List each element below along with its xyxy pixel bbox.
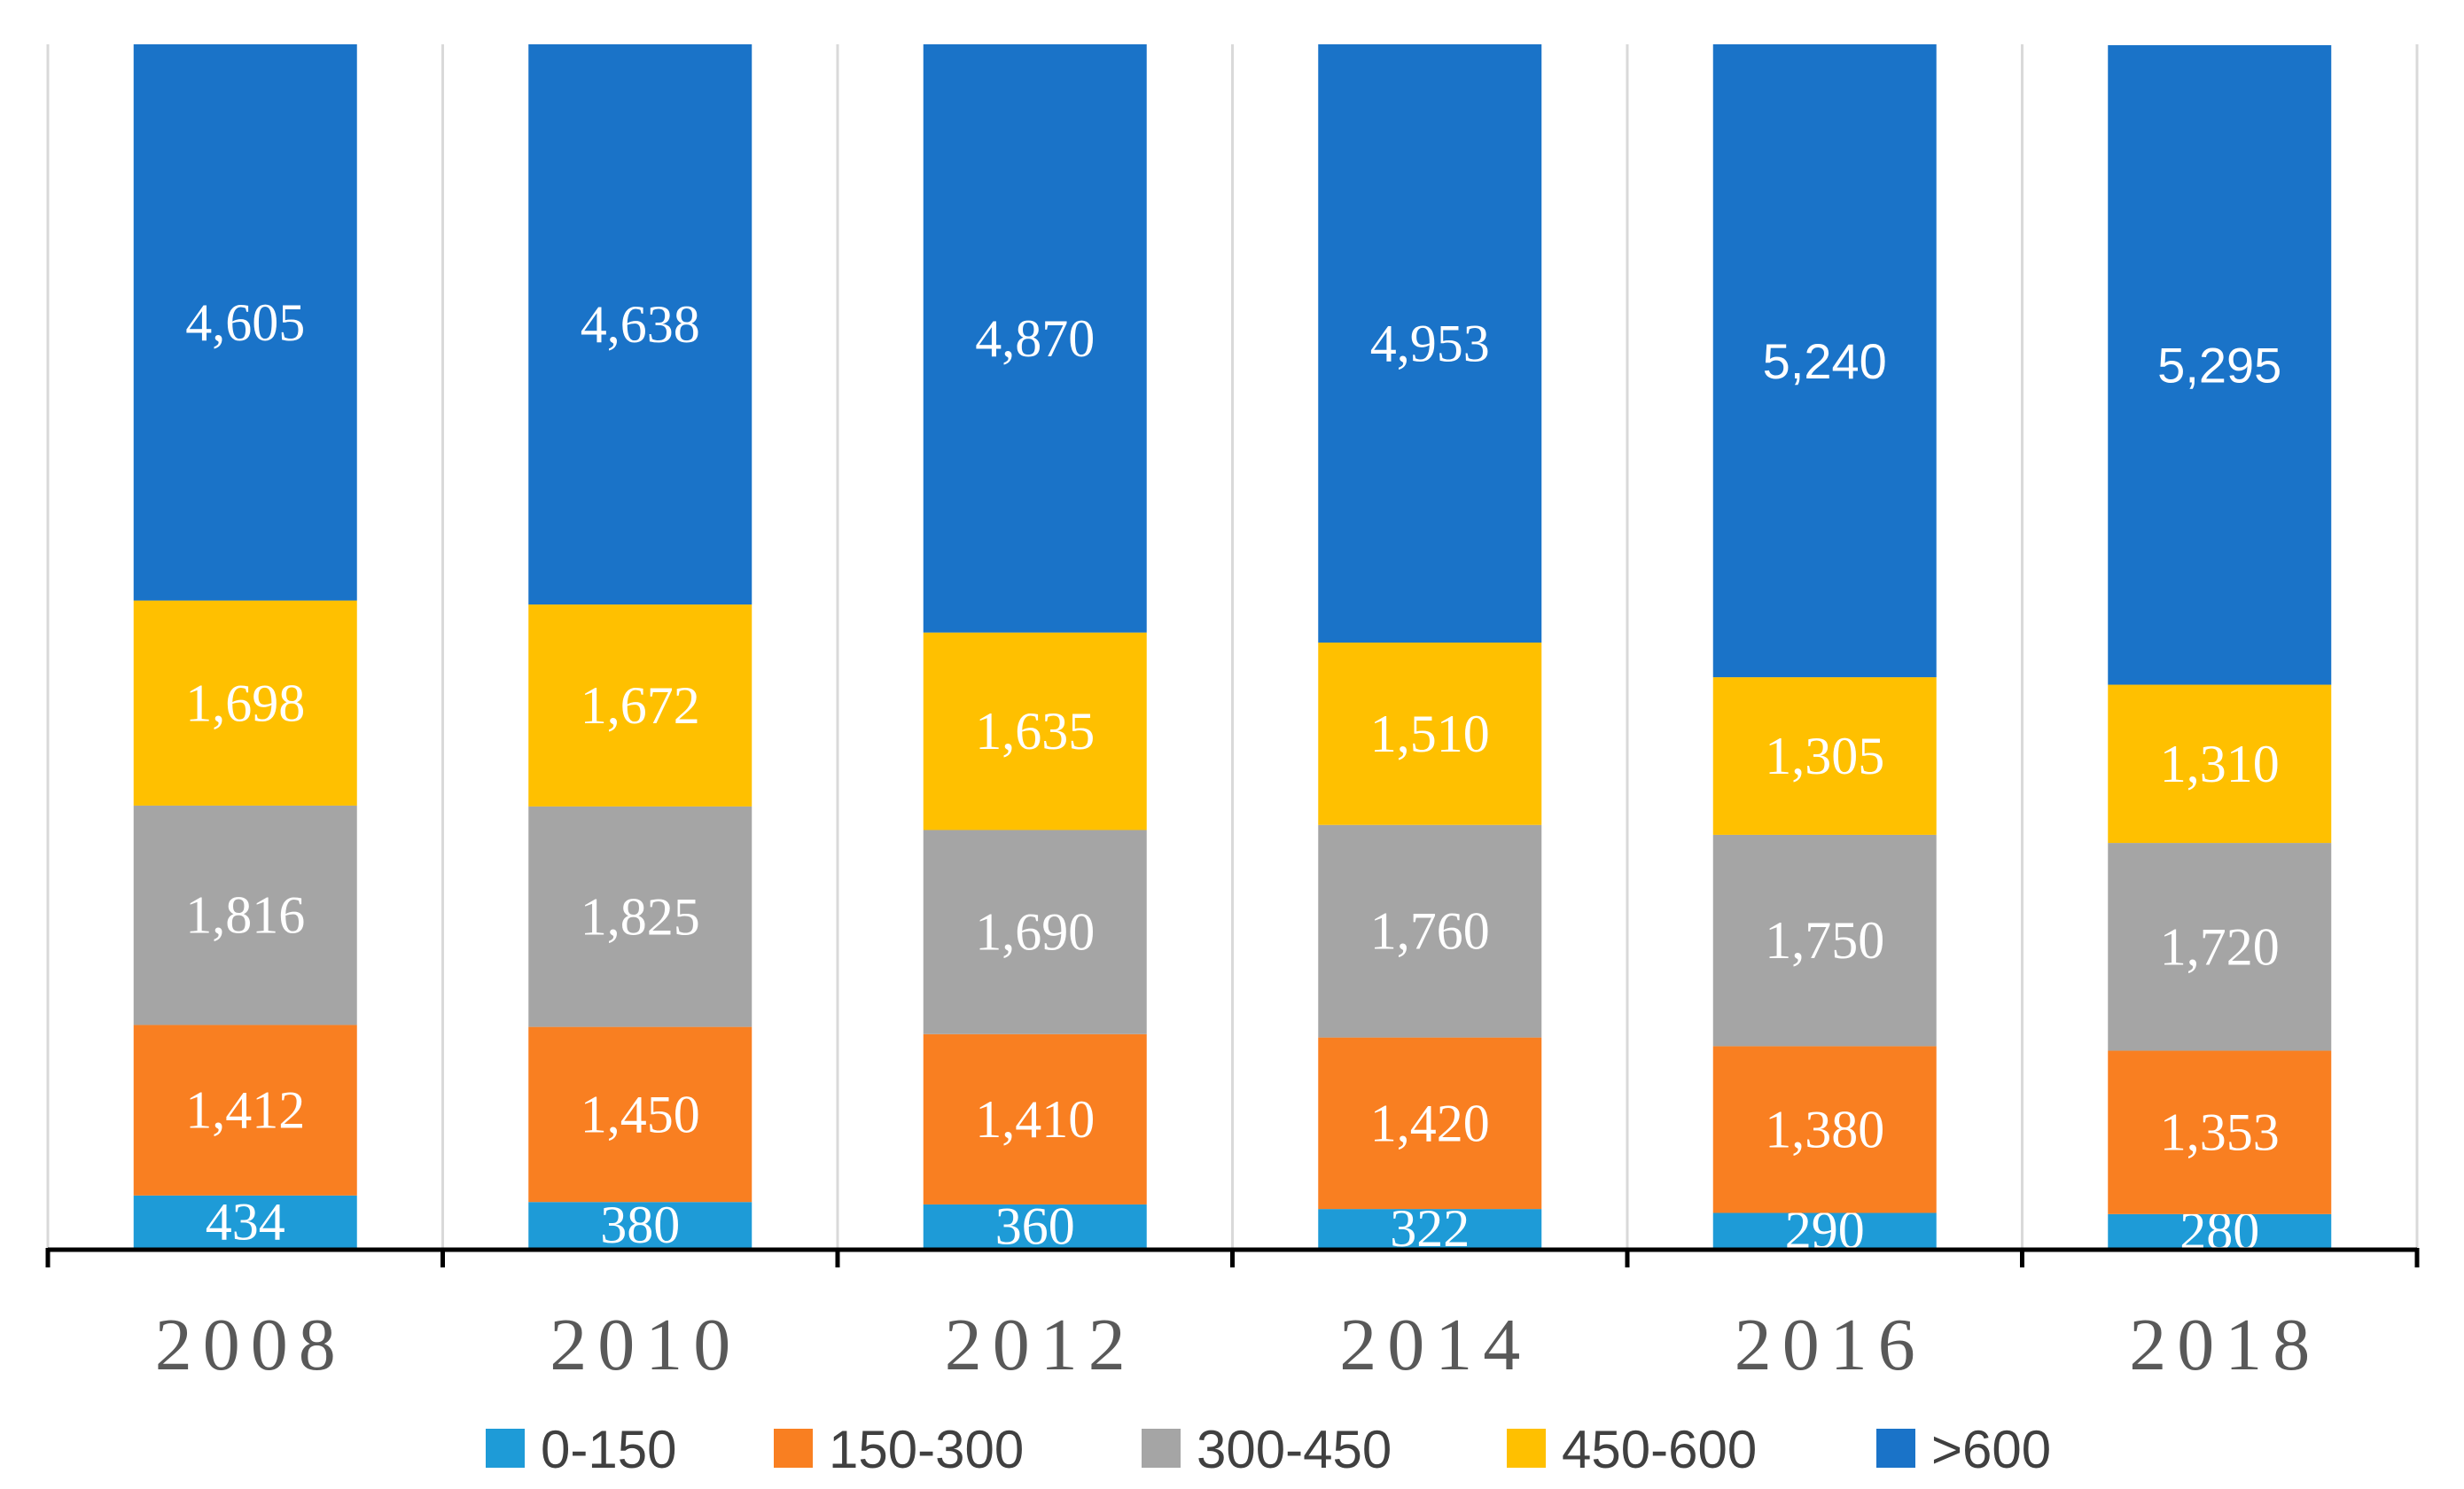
data-label: 380	[600, 1196, 680, 1254]
bar-segment-0150-2008	[133, 1195, 357, 1248]
bar-segment-0150-2012	[923, 1204, 1147, 1248]
data-label: 1,450	[581, 1085, 700, 1143]
bar-segment-600-2010	[528, 44, 752, 605]
data-label: 1,698	[185, 674, 305, 732]
data-label: 1,816	[185, 886, 305, 945]
legend-item-1: 150-300	[774, 1420, 1024, 1479]
legend-item-3: 450-600	[1507, 1420, 1757, 1479]
data-label: 1,635	[975, 702, 1095, 760]
legend-swatch	[486, 1429, 525, 1468]
data-label: 4,638	[581, 295, 700, 354]
legend-swatch	[1142, 1429, 1181, 1468]
data-label: 1,353	[2160, 1103, 2280, 1162]
bar-segment-450600-2018	[2108, 684, 2332, 844]
data-label: 4,870	[975, 309, 1095, 368]
bar-segment-600-2014	[1318, 44, 1542, 643]
data-label: 1,310	[2160, 735, 2280, 793]
legend-item-2: 300-450	[1142, 1420, 1392, 1479]
data-label: 1,420	[1370, 1094, 1490, 1152]
data-label: 4,605	[185, 293, 305, 352]
x-axis: 2008 2010 2012 2014 2016 2018	[45, 1247, 2420, 1386]
bar-segment-300450-2018	[2108, 843, 2332, 1051]
legend-swatch	[1876, 1429, 1915, 1468]
bar-segment-300450-2014	[1318, 824, 1542, 1038]
bar-segment-600-2016	[1712, 44, 1937, 678]
legend-label: 0-150	[541, 1420, 676, 1479]
bar-segment-150300-2012	[923, 1033, 1147, 1204]
x-tick-label: 2012	[945, 1304, 1136, 1386]
bar-segment-300450-2008	[133, 805, 357, 1025]
bar-segment-150300-2008	[133, 1025, 357, 1196]
data-label: 360	[995, 1197, 1075, 1255]
bar-stack-2012: 360 1,410 1,690 1,635 4,870	[923, 44, 1147, 1255]
bar-stack-2010: 380 1,450 1,825 1,672 4,638	[528, 44, 752, 1254]
x-tick-label: 2016	[1735, 1304, 1926, 1386]
legend-swatch	[774, 1429, 813, 1468]
data-label: 1,825	[581, 887, 700, 946]
legend-label: 300-450	[1197, 1420, 1392, 1479]
bar-segment-150300-2018	[2108, 1050, 2332, 1214]
bar-segment-450600-2010	[528, 604, 752, 807]
bar-segment-150300-2014	[1318, 1037, 1542, 1210]
legend-label: >600	[1931, 1420, 2051, 1479]
legend-item-4: >600	[1876, 1420, 2051, 1479]
data-label: 1,380	[1765, 1100, 1884, 1158]
data-label: 4,953	[1370, 314, 1490, 372]
data-label: 1,750	[1765, 911, 1884, 970]
bar-segment-450600-2012	[923, 632, 1147, 830]
x-tick-label: 2010	[550, 1304, 741, 1386]
data-label: 1,412	[185, 1081, 305, 1140]
legend-item-0: 0-150	[486, 1420, 676, 1479]
bar-segment-0150-2014	[1318, 1209, 1542, 1248]
bar-segment-600-2008	[133, 44, 357, 601]
data-label: 434	[206, 1192, 285, 1251]
bar-segment-0150-2016	[1712, 1212, 1937, 1248]
data-label: 1,510	[1370, 705, 1490, 763]
data-label: 1,760	[1370, 902, 1490, 961]
data-label: 5,295	[2157, 338, 2281, 394]
x-tick-label: 2008	[155, 1304, 347, 1386]
bar-segment-600-2012	[923, 44, 1147, 633]
bar-segment-600-2018	[2108, 44, 2332, 685]
bar-segment-150300-2016	[1712, 1046, 1937, 1213]
bar-segment-150300-2010	[528, 1026, 752, 1203]
data-label: 1,672	[581, 676, 700, 735]
gridlines	[46, 44, 2419, 1248]
legend: 0-150 150-300 300-450 450-600 >600	[486, 1420, 2051, 1479]
legend-label: 150-300	[829, 1420, 1024, 1479]
legend-swatch	[1507, 1429, 1546, 1468]
data-label: 5,240	[1763, 333, 1887, 389]
bars: 434 1,412 1,816 1,698 4,605 380 1,450 1,825 1,67…	[133, 44, 2332, 1260]
data-label: 1,720	[2160, 917, 2280, 976]
bar-segment-450600-2008	[133, 600, 357, 806]
data-label: 1,690	[975, 903, 1095, 962]
x-tick-label: 2018	[2129, 1304, 2320, 1386]
bar-segment-300450-2012	[923, 830, 1147, 1034]
data-label: 1,305	[1765, 727, 1884, 785]
bar-segment-0150-2018	[2108, 1213, 2332, 1248]
legend-label: 450-600	[1562, 1420, 1757, 1479]
bar-segment-450600-2014	[1318, 642, 1542, 825]
x-tick-label: 2014	[1339, 1304, 1531, 1386]
bar-segment-300450-2016	[1712, 834, 1937, 1047]
data-label: 1,410	[975, 1090, 1095, 1149]
bar-segment-450600-2016	[1712, 677, 1937, 835]
bar-segment-0150-2010	[528, 1202, 752, 1248]
bar-stack-2008: 434 1,412 1,816 1,698 4,605	[133, 44, 357, 1251]
bar-segment-300450-2010	[528, 806, 752, 1027]
